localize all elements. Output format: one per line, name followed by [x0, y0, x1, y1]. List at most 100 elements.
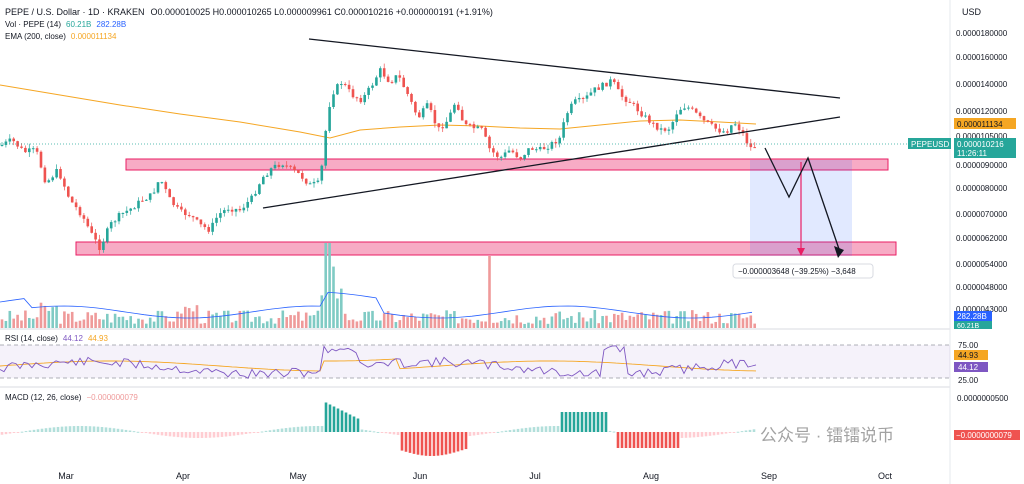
volume-bar	[332, 266, 335, 328]
macd-bar	[232, 432, 236, 436]
trendline-lower	[262, 116, 841, 209]
rsi-badge-bg	[954, 362, 988, 372]
rsi-ma-badge: 44.93	[958, 351, 979, 360]
volume-bar	[457, 323, 460, 328]
macd-bar	[164, 432, 168, 436]
volume-bar	[667, 310, 671, 328]
candle-body	[753, 147, 756, 149]
volume-bar	[269, 318, 273, 328]
month-label: Mar	[58, 471, 74, 481]
macd-bar	[516, 428, 520, 432]
volume-bar	[191, 311, 195, 328]
price-badge: 0.000010216	[957, 140, 1004, 149]
candle-body	[445, 121, 448, 129]
ema-line	[0, 84, 757, 139]
volume-bar	[433, 314, 437, 328]
macd-bar	[664, 432, 668, 448]
volume-bar	[141, 319, 144, 328]
candle-body	[336, 84, 339, 95]
projection-path	[764, 147, 841, 253]
volume-bar	[129, 316, 132, 328]
macd-bar	[720, 432, 724, 435]
candle-body	[304, 178, 308, 184]
macd-bar	[220, 432, 224, 437]
macd-bar	[132, 431, 136, 433]
candle-body	[519, 157, 522, 159]
macd-bar	[452, 432, 456, 453]
macd-bar	[564, 412, 568, 432]
candle-body	[457, 104, 460, 110]
volume-bar	[320, 295, 324, 328]
candle-body	[156, 182, 160, 193]
candle-body	[102, 241, 105, 250]
volume-bar	[308, 315, 312, 328]
macd-bar	[400, 432, 404, 451]
macd-bar	[196, 432, 200, 438]
vol-badge-bg-2	[954, 321, 992, 329]
volume-bar	[301, 320, 304, 328]
candle-body	[484, 127, 487, 137]
candle-body	[691, 107, 694, 109]
macd-bar	[628, 432, 632, 448]
candle-body	[223, 210, 226, 214]
macd-bar	[80, 426, 84, 432]
volume-bar	[20, 320, 23, 328]
macd-bar	[300, 426, 304, 432]
macd-bar	[476, 432, 480, 435]
candle-body	[195, 217, 199, 220]
candle-body	[550, 142, 554, 149]
macd-bar	[668, 432, 672, 448]
candle-body	[258, 184, 261, 194]
volume-bar	[242, 310, 246, 328]
volume-bar	[246, 310, 249, 328]
candle-body	[449, 112, 452, 122]
volume-bar	[312, 315, 316, 328]
macd-bar	[296, 426, 300, 432]
candle-body	[425, 103, 429, 109]
volume-bar	[449, 313, 452, 328]
candle-body	[628, 101, 632, 103]
candle-body	[730, 125, 733, 133]
candle-body	[402, 77, 405, 88]
rsi-band	[0, 345, 950, 378]
macd-bar	[500, 431, 504, 433]
candle-body	[82, 215, 86, 219]
macd-bar	[64, 426, 68, 432]
macd-bar	[716, 432, 720, 435]
volume-bar	[585, 321, 589, 328]
candle-body	[737, 124, 741, 131]
macd-bar	[260, 431, 264, 433]
candle-body	[667, 129, 671, 131]
volume-bar	[574, 322, 577, 328]
macd-bar	[96, 426, 100, 432]
volume-bar	[379, 320, 382, 328]
candle-body	[503, 152, 507, 157]
volume-bar	[616, 314, 620, 328]
macd-badge: −0.0000000079	[956, 431, 1012, 440]
candle-body	[301, 172, 304, 179]
candle-body	[137, 200, 140, 209]
candle-body	[297, 170, 300, 173]
volume-bar	[581, 317, 585, 328]
macd-bar	[460, 432, 464, 451]
volume-bar	[632, 316, 636, 328]
candle-body	[636, 103, 639, 112]
candle-body	[117, 213, 121, 222]
price-tick-label: 0.0000140000	[956, 80, 1008, 89]
candle-body	[733, 124, 737, 126]
volume-bar	[741, 318, 745, 328]
candle-body	[199, 219, 203, 225]
ema-badge: 0.000011134	[957, 120, 1003, 129]
macd-bar	[488, 432, 492, 434]
month-label: May	[289, 471, 307, 481]
macd-bar	[480, 432, 484, 435]
volume-bar	[499, 321, 503, 328]
macd-bar	[272, 429, 276, 432]
month-label: Jul	[529, 471, 541, 481]
volume-bar	[425, 314, 429, 328]
volume-bar	[351, 319, 355, 328]
volume-bar	[250, 321, 253, 328]
volume-bar	[293, 315, 296, 328]
candle-body	[203, 224, 207, 228]
macd-bar	[684, 432, 688, 438]
